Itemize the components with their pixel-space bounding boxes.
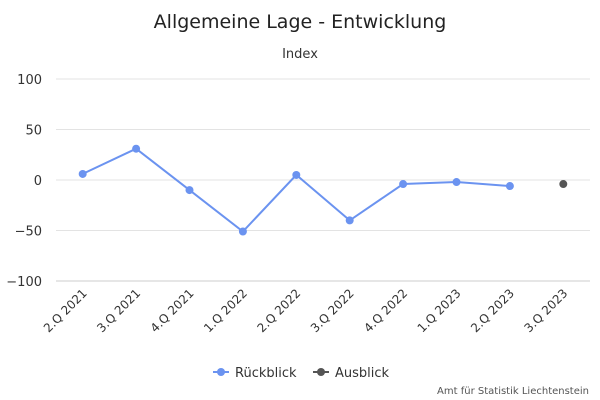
y-tick-label: 100 [17, 73, 42, 88]
data-point[interactable] [505, 182, 514, 191]
x-tick-label: 3.Q 2021 [94, 286, 143, 335]
data-point[interactable] [399, 180, 408, 189]
data-point[interactable] [452, 178, 461, 187]
legend-label: Rückblick [235, 366, 297, 381]
y-tick-label: −100 [6, 275, 42, 290]
chart-credit: Amt für Statistik Liechtenstein [437, 386, 589, 397]
x-tick-label: 2.Q 2023 [468, 286, 517, 335]
legend[interactable]: Rückblick Ausblick [213, 366, 390, 381]
legend-marker [317, 368, 325, 376]
grid [56, 78, 590, 282]
x-tick-label: 2.Q 2021 [41, 286, 90, 335]
legend-item[interactable]: Ausblick [313, 366, 390, 381]
chart-title: Allgemeine Lage - Entwicklung [154, 11, 447, 33]
legend-item[interactable]: Rückblick [213, 366, 297, 381]
x-tick-label: 4.Q 2021 [148, 286, 197, 335]
y-axis: 100 50 0 −50 −100 [6, 73, 42, 290]
data-point[interactable] [345, 216, 354, 225]
data-point[interactable] [132, 144, 141, 153]
data-point[interactable] [292, 170, 301, 179]
legend-label: Ausblick [335, 366, 390, 381]
y-tick-label: 50 [25, 124, 42, 139]
x-tick-label: 2.Q 2022 [254, 286, 303, 335]
data-point[interactable] [559, 180, 568, 189]
data-point[interactable] [238, 227, 247, 236]
x-tick-label: 4.Q 2022 [361, 286, 410, 335]
data-point[interactable] [78, 169, 87, 178]
data-point[interactable] [185, 186, 194, 195]
x-tick-label: 1.Q 2023 [415, 286, 464, 335]
y-tick-label: 0 [34, 174, 42, 189]
y-tick-label: −50 [15, 225, 42, 240]
x-tick-label: 3.Q 2023 [521, 286, 570, 335]
legend-marker [217, 368, 225, 376]
chart-subtitle: Index [282, 47, 318, 62]
plot-area [78, 144, 568, 236]
x-tick-label: 3.Q 2022 [308, 286, 357, 335]
series-line [82, 147, 510, 233]
x-tick-label: 1.Q 2022 [201, 286, 250, 335]
x-axis: 2.Q 2021 3.Q 2021 4.Q 2021 1.Q 2022 2.Q 2022… [41, 286, 571, 335]
